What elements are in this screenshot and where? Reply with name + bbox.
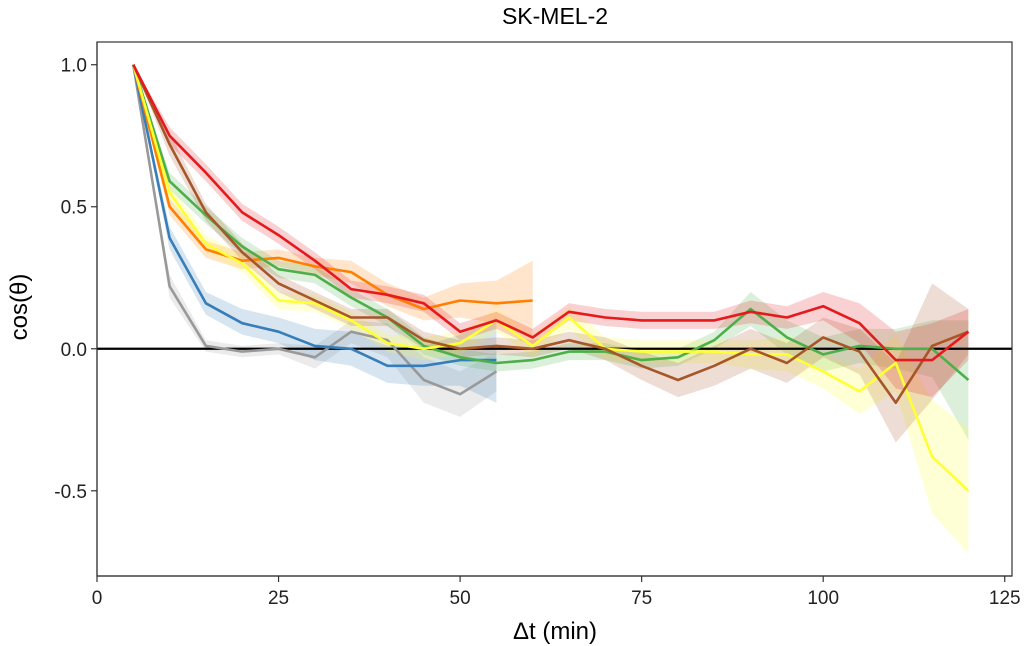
x-axis: 0 25 50 75 100 125 [92, 575, 1021, 609]
series-6-line [132, 64, 970, 362]
x-tick-label: 75 [631, 588, 652, 609]
x-tick-label: 125 [989, 588, 1021, 609]
y-tick-label: -0.5 [54, 482, 87, 503]
y-tick-label: 0.5 [61, 198, 87, 219]
x-tick-label: 25 [268, 588, 289, 609]
series-2-band [133, 64, 533, 338]
series-lines [132, 64, 970, 492]
series-3-line [132, 64, 970, 381]
series-4-line [132, 64, 970, 492]
confidence-bands [133, 64, 969, 554]
y-axis: -0.5 0.0 0.5 1.0 [54, 42, 98, 576]
series-0-line [132, 64, 498, 396]
y-tick-label: 0.0 [61, 340, 87, 361]
series-4-band [133, 64, 969, 554]
y-axis-title: cos(θ) [6, 274, 33, 341]
y-tick-label: 1.0 [61, 56, 87, 77]
x-tick-label: 0 [92, 588, 103, 609]
series-1-line [132, 64, 497, 368]
series-1-band [133, 64, 497, 403]
series-2-line [132, 64, 533, 311]
series-5-line [132, 64, 969, 405]
chart-title: SK-MEL-2 [502, 3, 608, 29]
x-tick-label: 100 [807, 588, 839, 609]
x-axis-title: Δt (min) [513, 618, 597, 645]
x-tick-label: 50 [450, 588, 471, 609]
